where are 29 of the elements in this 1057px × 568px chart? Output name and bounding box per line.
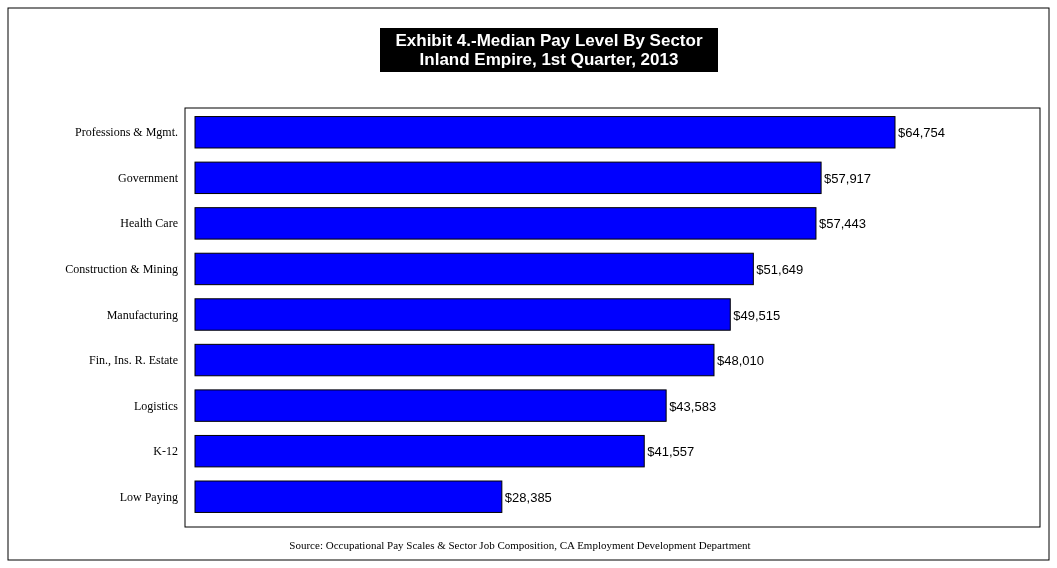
data-label: $43,583	[669, 398, 717, 414]
y-tick-label: Manufacturing	[106, 307, 178, 322]
bar	[194, 116, 896, 149]
data-label: $51,649	[756, 261, 804, 277]
chart-title: Exhibit 4.-Median Pay Level By Sector Inland Empire, 1st Quarter, 2013	[395, 31, 703, 69]
bar	[194, 434, 645, 468]
bar	[194, 389, 667, 422]
bar	[194, 161, 822, 195]
data-label: $49,515	[733, 307, 781, 323]
data-label: $48,010	[716, 353, 764, 369]
bar	[194, 480, 503, 513]
y-tick-label: Health Care	[120, 216, 178, 231]
bar	[194, 252, 754, 286]
data-label: $57,917	[824, 170, 872, 186]
data-label: $41,557	[647, 444, 695, 460]
y-tick-label: Professions & Mgmt.	[74, 125, 178, 140]
data-label: $64,754	[898, 125, 945, 141]
bar	[194, 343, 715, 377]
y-tick-label: Construction & Mining	[65, 261, 178, 276]
y-tick-label: Fin., Ins. R. Estate	[89, 353, 178, 368]
y-tick-label: Logistics	[134, 398, 179, 413]
bar	[194, 298, 731, 331]
y-tick-label: K-12	[153, 444, 178, 459]
y-tick-label: Low Paying	[119, 489, 178, 504]
data-label: $57,443	[818, 216, 866, 232]
source-note: Source: Occupational Pay Scales & Sector Job Composition, CA Employment Development Department	[289, 539, 751, 551]
bar	[194, 207, 817, 240]
data-label: $28,385	[504, 489, 552, 505]
y-tick-label: Government	[118, 170, 179, 185]
